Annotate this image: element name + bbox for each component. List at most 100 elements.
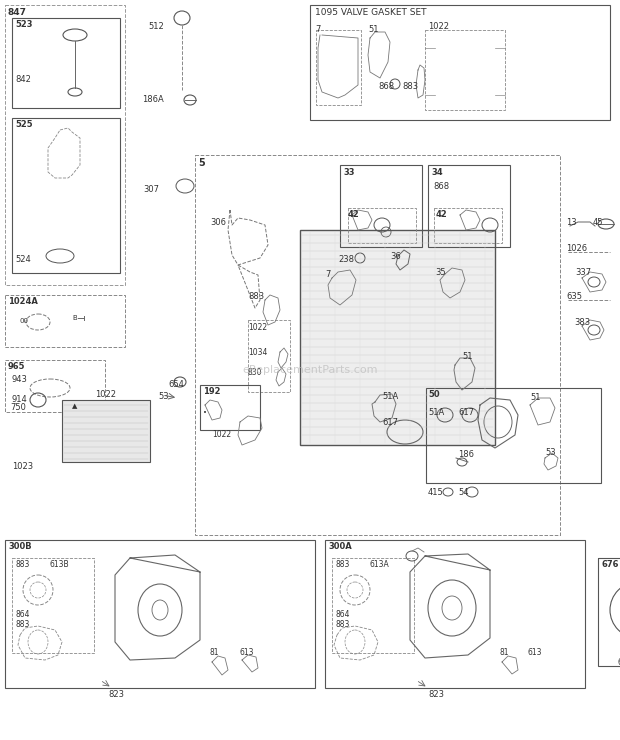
- Text: 81: 81: [500, 648, 510, 657]
- Bar: [200, 385, 260, 430]
- Bar: [5, 295, 125, 347]
- Text: 51A: 51A: [382, 392, 398, 401]
- Bar: [426, 388, 601, 483]
- Text: 914: 914: [12, 395, 28, 404]
- Text: 51: 51: [530, 393, 541, 402]
- Bar: [195, 155, 560, 535]
- Text: 965: 965: [8, 362, 25, 371]
- Text: 883: 883: [335, 620, 350, 629]
- Text: 51A: 51A: [428, 408, 445, 417]
- Bar: [428, 165, 510, 247]
- Text: 523: 523: [15, 20, 32, 29]
- Text: 830: 830: [248, 368, 262, 377]
- Text: 883: 883: [335, 560, 350, 569]
- Text: 676: 676: [601, 560, 619, 569]
- Text: 53: 53: [545, 448, 556, 457]
- Text: 7: 7: [325, 270, 330, 279]
- Text: 300B: 300B: [8, 542, 32, 551]
- Text: 42: 42: [348, 210, 360, 219]
- Text: 1026: 1026: [566, 244, 587, 253]
- Text: 54: 54: [458, 488, 469, 497]
- Text: 50: 50: [428, 390, 440, 399]
- Bar: [5, 540, 315, 688]
- Text: 635: 635: [566, 292, 582, 301]
- Text: 35: 35: [435, 268, 446, 277]
- Text: 1022: 1022: [212, 430, 231, 439]
- Text: 864: 864: [15, 610, 30, 619]
- Text: 5: 5: [198, 158, 205, 168]
- Text: 34: 34: [431, 168, 443, 177]
- Text: 524: 524: [15, 255, 31, 264]
- Bar: [248, 320, 290, 392]
- Text: 81: 81: [210, 648, 219, 657]
- Text: 307: 307: [143, 185, 159, 194]
- Bar: [310, 5, 610, 120]
- Text: 883: 883: [248, 292, 264, 301]
- Text: 883: 883: [15, 620, 29, 629]
- Text: 823: 823: [428, 690, 444, 699]
- Text: 186: 186: [458, 450, 474, 459]
- Text: 1024A: 1024A: [8, 297, 38, 306]
- Text: 525: 525: [15, 120, 33, 129]
- Text: 13: 13: [566, 218, 577, 227]
- Text: 51: 51: [462, 352, 472, 361]
- Bar: [332, 558, 414, 653]
- Text: 883: 883: [15, 560, 29, 569]
- Text: 1095 VALVE GASKET SET: 1095 VALVE GASKET SET: [315, 8, 427, 17]
- Bar: [62, 400, 150, 462]
- Text: 42: 42: [436, 210, 448, 219]
- Text: 238: 238: [338, 255, 354, 264]
- Text: 617: 617: [458, 408, 474, 417]
- Text: 654: 654: [168, 380, 184, 389]
- Text: 842: 842: [15, 75, 31, 84]
- Bar: [5, 360, 105, 412]
- Text: 613A: 613A: [370, 560, 390, 569]
- Bar: [434, 208, 502, 243]
- Text: 51: 51: [368, 25, 378, 34]
- Text: 613B: 613B: [50, 560, 69, 569]
- Bar: [316, 30, 361, 105]
- Text: 943: 943: [12, 375, 28, 384]
- Text: 45: 45: [593, 218, 603, 227]
- Text: 33: 33: [343, 168, 355, 177]
- Text: 512: 512: [148, 22, 164, 31]
- Text: 53: 53: [158, 392, 169, 401]
- Text: 750: 750: [10, 403, 26, 412]
- Bar: [325, 540, 585, 688]
- Text: 823: 823: [108, 690, 124, 699]
- Bar: [340, 165, 422, 247]
- Text: 337: 337: [575, 268, 591, 277]
- Text: 883: 883: [402, 82, 418, 91]
- Bar: [425, 30, 505, 110]
- Text: 1022: 1022: [95, 390, 116, 399]
- Bar: [300, 230, 495, 445]
- Bar: [598, 558, 620, 666]
- Bar: [12, 558, 94, 653]
- Text: 1023: 1023: [12, 462, 33, 471]
- Text: 613: 613: [240, 648, 254, 657]
- Text: 864: 864: [335, 610, 350, 619]
- Text: 415: 415: [428, 488, 444, 497]
- Text: eReplacementParts.com: eReplacementParts.com: [242, 365, 378, 375]
- Text: 613: 613: [528, 648, 542, 657]
- Text: B: B: [72, 315, 77, 321]
- Text: 677: 677: [618, 658, 620, 667]
- Text: 617: 617: [382, 418, 398, 427]
- Text: 00: 00: [20, 318, 29, 324]
- Text: •: •: [203, 410, 207, 416]
- Text: 847: 847: [8, 8, 27, 17]
- Text: 383: 383: [574, 318, 590, 327]
- Text: 186A: 186A: [142, 95, 164, 104]
- Bar: [12, 18, 120, 108]
- Text: 1022: 1022: [248, 323, 267, 332]
- Text: 300A: 300A: [328, 542, 352, 551]
- Text: ▲: ▲: [72, 403, 78, 409]
- Bar: [12, 118, 120, 273]
- Text: 36: 36: [390, 252, 401, 261]
- Text: 192: 192: [203, 387, 221, 396]
- Text: 7: 7: [315, 25, 321, 34]
- Text: 868: 868: [433, 182, 449, 191]
- Bar: [5, 5, 125, 285]
- Bar: [348, 208, 416, 243]
- Text: 1022: 1022: [428, 22, 449, 31]
